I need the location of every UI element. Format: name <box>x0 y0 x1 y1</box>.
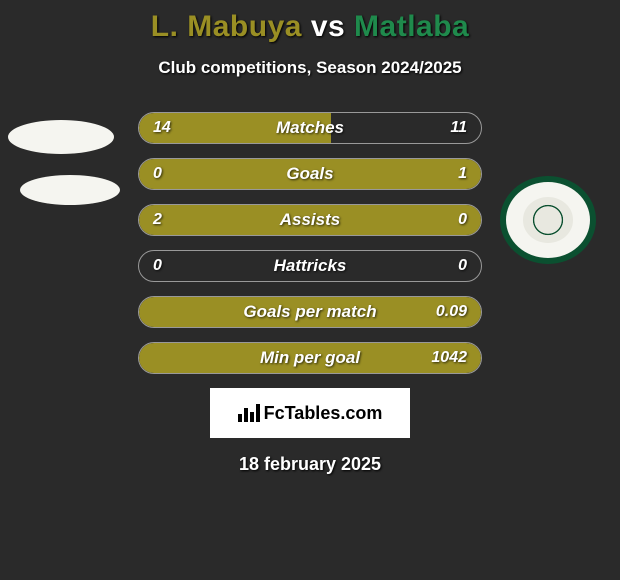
stat-row-goals: 0 1 Goals <box>138 158 482 190</box>
stat-label: Goals <box>286 164 333 184</box>
title-player2: Matlaba <box>354 10 469 43</box>
stat-value-right: 0 <box>458 257 467 275</box>
title-player1: L. Mabuya <box>151 10 302 43</box>
stat-value-right: 1042 <box>431 349 467 367</box>
stat-label: Min per goal <box>260 348 360 368</box>
title-vs: vs <box>311 10 345 43</box>
stat-row-min-per-goal: 1042 Min per goal <box>138 342 482 374</box>
stat-row-matches: 14 11 Matches <box>138 112 482 144</box>
stat-label: Hattricks <box>274 256 347 276</box>
stat-row-hattricks: 0 0 Hattricks <box>138 250 482 282</box>
stat-label: Goals per match <box>243 302 376 322</box>
stat-row-goals-per-match: 0.09 Goals per match <box>138 296 482 328</box>
subtitle: Club competitions, Season 2024/2025 <box>0 58 620 78</box>
stat-row-assists: 2 0 Assists <box>138 204 482 236</box>
fctables-label: FcTables.com <box>264 403 383 424</box>
stat-value-right: 11 <box>450 119 467 137</box>
bar-chart-icon <box>238 404 260 422</box>
stat-value-right: 0 <box>458 211 467 229</box>
stat-value-left: 0 <box>153 165 162 183</box>
stat-label: Assists <box>280 210 340 230</box>
stat-value-left: 14 <box>153 119 171 137</box>
fctables-badge[interactable]: FcTables.com <box>210 388 410 438</box>
stat-value-right: 0.09 <box>436 303 467 321</box>
stat-value-left: 2 <box>153 211 162 229</box>
logo-right-circle <box>500 176 596 264</box>
logo-left-ellipse-2 <box>20 175 120 205</box>
logo-left-ellipse-1 <box>8 120 114 154</box>
date-label: 18 february 2025 <box>0 454 620 475</box>
page-title: L. Mabuya vs Matlaba <box>0 0 620 44</box>
stat-value-right: 1 <box>458 165 467 183</box>
stat-label: Matches <box>276 118 344 138</box>
stat-value-left: 0 <box>153 257 162 275</box>
